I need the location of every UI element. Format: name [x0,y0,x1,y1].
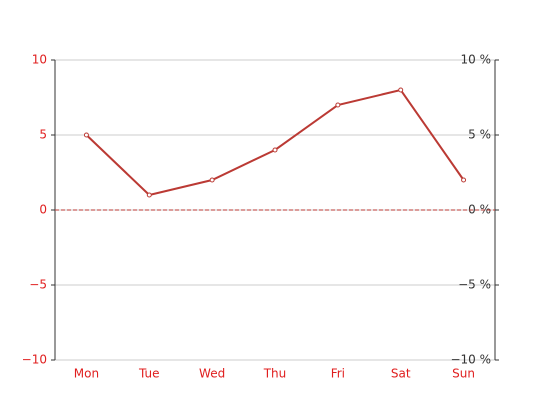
y2-tick-label: 5 % [468,128,491,142]
x-tick-label: Fri [331,367,345,381]
point [461,177,467,183]
y2-tick-label: −10 % [450,353,491,367]
y2-tick-label: 10 % [461,53,492,67]
x-tick-label: Tue [138,367,160,381]
y2-tick-label: −5 % [458,278,491,292]
point [398,87,404,93]
y-tick-label: −10 [22,353,47,367]
point [209,177,215,183]
y-tick-label: 0 [39,203,47,217]
y2-tick-label: 0 % [468,203,491,217]
x-tick-label: Sun [452,367,475,381]
y-tick-label: −5 [29,278,47,292]
y-tick-label: 10 [32,53,47,67]
point [83,132,89,138]
point [335,102,341,108]
x-tick-label: Wed [199,367,225,381]
y-tick-label: 5 [39,128,47,142]
point [146,192,152,198]
x-tick-label: Thu [263,367,287,381]
x-tick-label: Mon [74,367,99,381]
x-tick-label: Sat [391,367,411,381]
point [272,147,278,153]
series-line [85,88,465,197]
